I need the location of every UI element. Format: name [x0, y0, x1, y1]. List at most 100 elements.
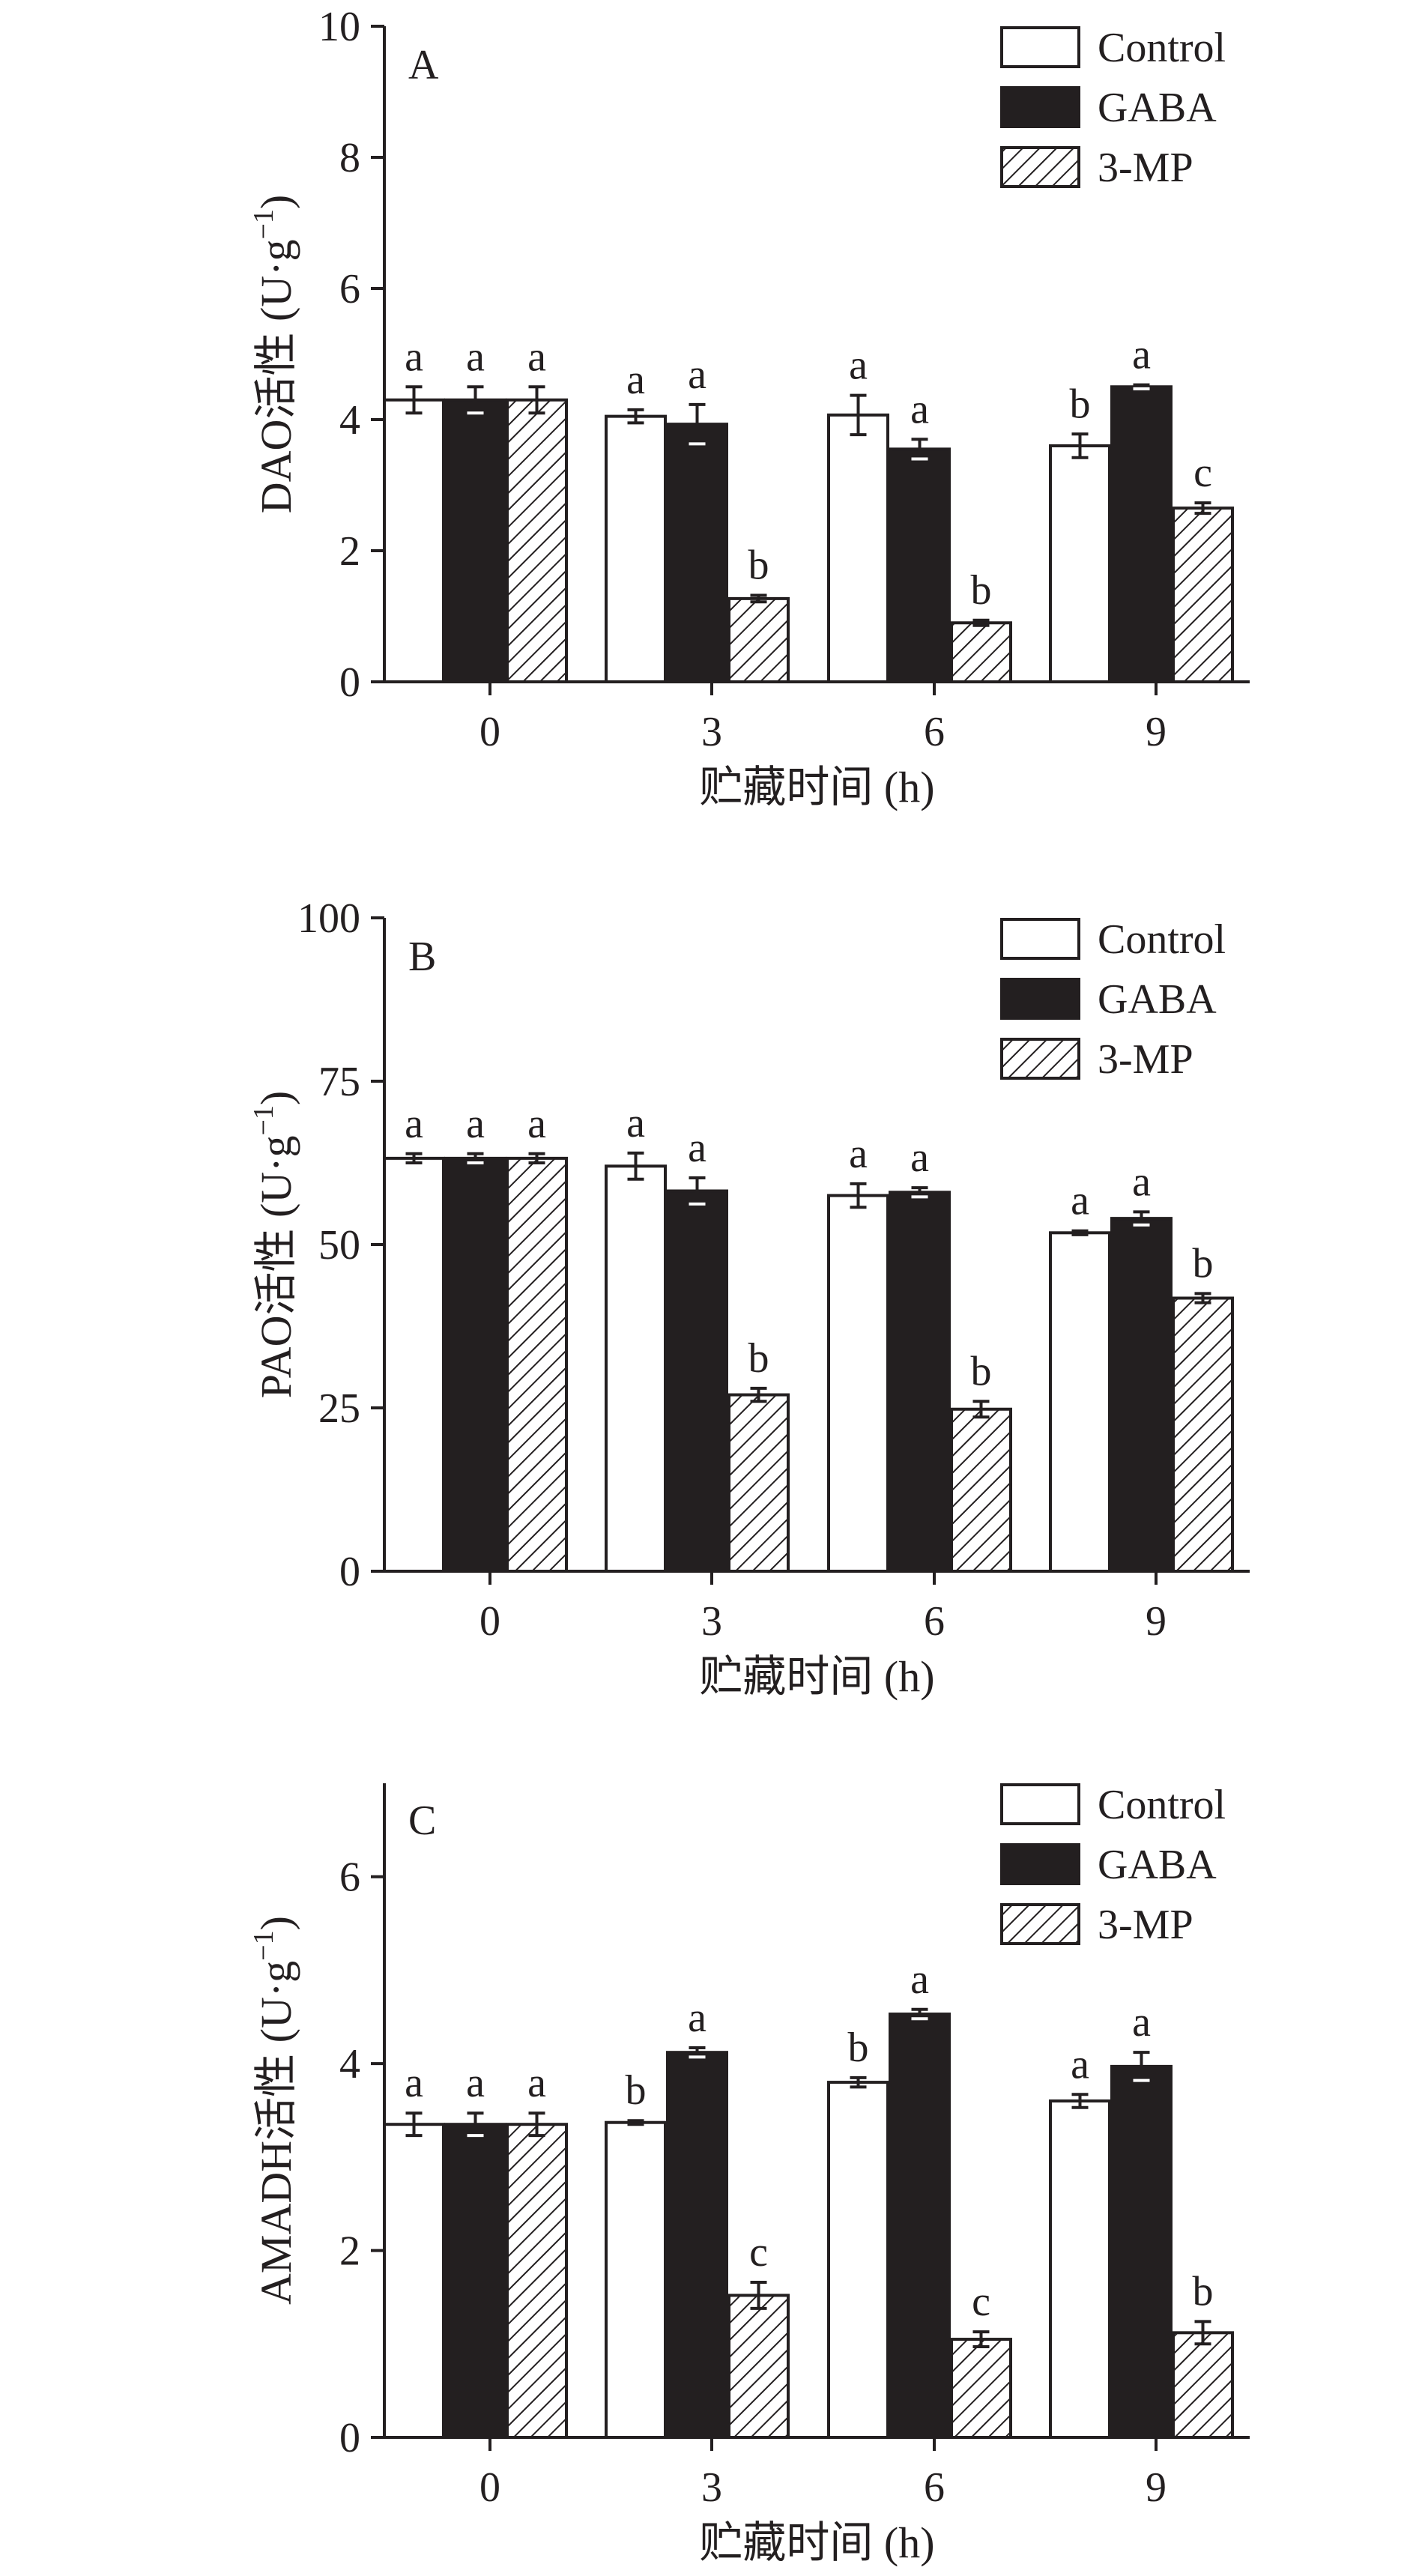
y-axis-title-tail: ) [252, 1916, 300, 1930]
significance-letter: a [1132, 1158, 1151, 1205]
bar-3-mp-6h [950, 2338, 1012, 2440]
legend-label: GABA [1098, 1842, 1217, 1888]
significance-letter: a [466, 1101, 485, 1147]
significance-letter: a [527, 333, 546, 380]
bar-control-0h [383, 398, 445, 683]
x-tick-label: 0 [479, 1598, 500, 1645]
legend-swatch-3-mp [1000, 1903, 1080, 1945]
bar-control-9h [1049, 444, 1111, 683]
bar-gaba-9h [1110, 385, 1173, 683]
bar-control-3h [605, 1164, 667, 1573]
significance-letter: a [405, 333, 423, 380]
bar-gaba-6h [889, 447, 951, 683]
significance-letter: a [688, 351, 707, 398]
significance-letter: a [910, 1956, 929, 2003]
x-tick-label: 6 [924, 2464, 945, 2511]
significance-letter: a [405, 1101, 423, 1147]
legend-swatch-control [1000, 1783, 1080, 1825]
bar-control-9h [1049, 2099, 1111, 2439]
x-axis-title: 贮藏时间 (h) [699, 763, 934, 811]
significance-letter: a [849, 1131, 868, 1177]
bar-control-3h [605, 414, 667, 683]
x-tick-label: 0 [479, 709, 500, 755]
bar-gaba-9h [1110, 1217, 1173, 1573]
significance-letter: c [749, 2229, 768, 2276]
bar-gaba-0h [444, 398, 506, 683]
y-axis-title-text: AMADH活性 (U·g [252, 1961, 300, 2305]
y-tick-label: 0 [339, 2415, 360, 2461]
panel-label: C [408, 1798, 436, 1844]
bar-3-mp-6h [950, 1407, 1012, 1573]
significance-letter: a [626, 1100, 645, 1146]
legend-swatch-3-mp [1000, 146, 1080, 188]
bar-control-6h [827, 2081, 889, 2439]
bar-3-mp-9h [1172, 2331, 1234, 2440]
significance-letter: b [1193, 1240, 1214, 1287]
bar-3-mp-9h [1172, 507, 1234, 683]
legend-swatch-gaba [1000, 978, 1080, 1020]
x-tick-label: 6 [924, 1598, 945, 1645]
y-tick-label: 8 [339, 135, 360, 181]
bar-3-mp-3h [727, 596, 790, 683]
bar-gaba-6h [889, 2013, 951, 2439]
y-axis-title: AMADH活性 (U·g−1) [248, 1916, 300, 2305]
bar-gaba-0h [444, 1156, 506, 1573]
y-axis-title: DAO活性 (U·g−1) [248, 195, 300, 513]
x-axis-title: 贮藏时间 (h) [699, 1652, 934, 1701]
x-tick-label: 3 [701, 2464, 722, 2511]
bar-gaba-6h [889, 1191, 951, 1573]
significance-letter: a [1071, 1178, 1089, 1224]
y-tick-label: 2 [339, 2228, 360, 2275]
significance-letter: a [910, 1134, 929, 1181]
bar-3-mp-6h [950, 621, 1012, 683]
significance-letter: a [688, 1995, 707, 2041]
significance-letter: a [910, 386, 929, 432]
legend-swatch-control [1000, 918, 1080, 960]
y-axis-title-text: DAO活性 (U·g [252, 240, 300, 514]
legend-label: GABA [1098, 85, 1217, 131]
significance-letter: c [1193, 450, 1212, 496]
bar-gaba-0h [444, 2123, 506, 2439]
legend-swatch-control [1000, 26, 1080, 68]
y-tick-label: 2 [339, 528, 360, 575]
legend-label: GABA [1098, 976, 1217, 1023]
legend-swatch-gaba [1000, 1843, 1080, 1885]
bar-gaba-9h [1110, 2064, 1173, 2439]
bar-3-mp-0h [506, 2123, 568, 2439]
y-axis-title-superscript: −1 [248, 1930, 279, 1960]
significance-letter: a [405, 2060, 423, 2106]
y-tick-label: 10 [318, 4, 360, 50]
legend-swatch-3-mp [1000, 1038, 1080, 1080]
bar-3-mp-9h [1172, 1296, 1234, 1573]
bar-3-mp-0h [506, 1156, 568, 1573]
legend-label: 3-MP [1098, 1036, 1193, 1083]
significance-letter: a [849, 342, 868, 389]
significance-letter: b [971, 567, 992, 614]
y-axis-title-superscript: −1 [248, 209, 279, 239]
significance-letter: b [748, 1335, 769, 1382]
x-tick-label: 9 [1146, 709, 1167, 755]
y-tick-label: 100 [297, 895, 360, 942]
bar-3-mp-0h [506, 398, 568, 683]
significance-letter: c [972, 2279, 990, 2325]
significance-letter: a [688, 1125, 707, 1171]
bar-3-mp-3h [727, 1393, 790, 1573]
significance-letter: b [1193, 2268, 1214, 2315]
legend-label: Control [1098, 916, 1226, 963]
y-axis-title-tail: ) [252, 195, 300, 209]
panel-label: B [408, 934, 436, 980]
y-tick-label: 6 [339, 266, 360, 312]
significance-letter: a [626, 357, 645, 403]
y-tick-label: 25 [318, 1385, 360, 1432]
significance-letter: b [848, 2025, 869, 2071]
x-tick-label: 0 [479, 2464, 500, 2511]
significance-letter: a [466, 333, 485, 380]
legend-label: 3-MP [1098, 1902, 1193, 1948]
panel-label: A [408, 42, 439, 88]
legend-label: 3-MP [1098, 145, 1193, 191]
legend-swatch-gaba [1000, 86, 1080, 128]
